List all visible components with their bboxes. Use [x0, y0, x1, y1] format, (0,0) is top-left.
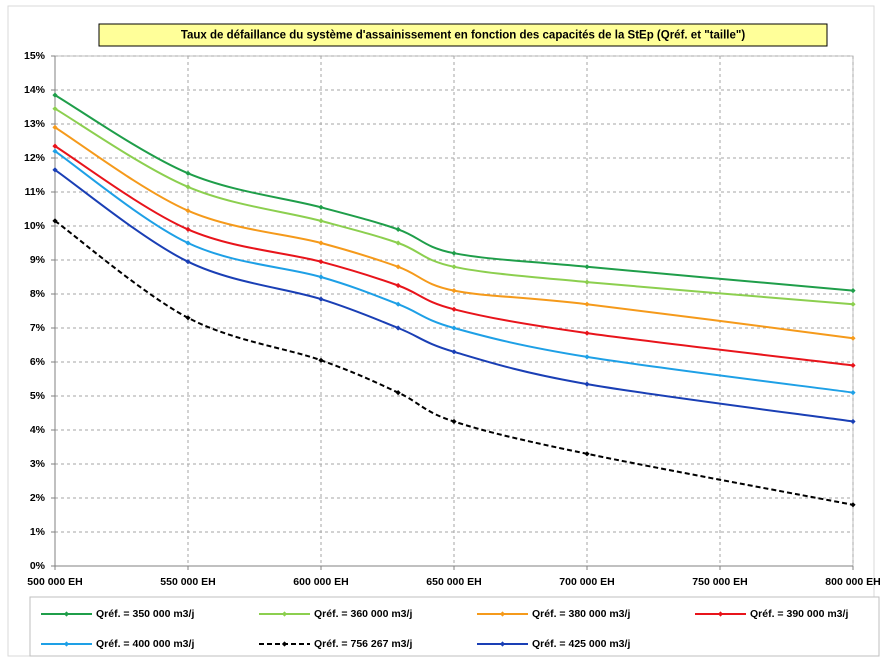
data-point [185, 240, 191, 246]
legend-label: Qréf. = 350 000 m3/j [96, 608, 194, 620]
y-tick-label: 7% [30, 322, 46, 334]
data-point [318, 357, 324, 363]
y-tick-label: 10% [24, 220, 46, 232]
y-tick-label: 1% [30, 526, 46, 538]
data-point [185, 208, 191, 214]
x-tick-label: 550 000 EH [160, 576, 215, 588]
y-tick-label: 15% [24, 50, 46, 62]
data-point [584, 451, 590, 457]
y-tick-label: 6% [30, 356, 46, 368]
y-tick-label: 5% [30, 390, 46, 402]
x-tick-label: 650 000 EH [426, 576, 481, 588]
data-point [185, 259, 191, 265]
data-point [185, 226, 191, 232]
data-point [451, 288, 457, 294]
data-point [52, 148, 58, 154]
legend-marker [63, 641, 70, 647]
data-point [584, 301, 590, 307]
y-tick-label: 3% [30, 458, 46, 470]
y-tick-label: 11% [25, 186, 46, 198]
data-point [318, 218, 324, 224]
data-point [318, 259, 324, 265]
y-tick-label: 8% [30, 288, 46, 300]
data-point [318, 274, 324, 280]
data-point [185, 184, 191, 190]
y-tick-label: 2% [30, 492, 46, 504]
data-point [395, 325, 401, 331]
data-point [584, 354, 590, 360]
x-tick-label: 800 000 EH [825, 576, 880, 588]
data-point [584, 381, 590, 387]
data-point [395, 301, 401, 307]
data-point [850, 335, 856, 341]
legend-marker [281, 611, 288, 617]
legend-label: Qréf. = 380 000 m3/j [532, 608, 630, 620]
legend-marker [281, 641, 288, 647]
data-point [395, 240, 401, 246]
data-point [451, 264, 457, 270]
data-point [395, 282, 401, 289]
y-tick-label: 12% [24, 152, 46, 164]
data-point [850, 288, 856, 294]
data-point [451, 418, 457, 425]
title-box [98, 23, 828, 47]
data-point [850, 502, 856, 508]
data-point [850, 362, 856, 368]
legend-box [29, 596, 880, 657]
data-point [395, 226, 401, 232]
data-point [584, 264, 590, 270]
data-point [451, 325, 457, 331]
data-point [318, 204, 324, 210]
data-point [584, 330, 590, 336]
legend-label: Qréf. = 400 000 m3/j [96, 638, 194, 650]
legend-label: Qréf. = 390 000 m3/j [750, 608, 848, 620]
data-point [318, 240, 324, 246]
data-point [52, 167, 58, 173]
data-point [451, 250, 457, 256]
y-tick-label: 0% [30, 560, 46, 572]
y-tick-label: 4% [30, 424, 46, 436]
data-point [451, 349, 457, 355]
y-tick-label: 13% [24, 118, 46, 130]
data-point [185, 170, 191, 176]
legend-label: Qréf. = 425 000 m3/j [532, 638, 630, 650]
legend-marker [63, 611, 70, 617]
x-tick-label: 600 000 EH [293, 576, 348, 588]
data-point [395, 390, 401, 396]
legend-label: Qréf. = 360 000 m3/j [314, 608, 412, 620]
data-point [850, 390, 856, 396]
data-point [52, 106, 58, 112]
x-tick-label: 750 000 EH [692, 576, 747, 588]
x-tick-label: 700 000 EH [559, 576, 614, 588]
data-point [52, 143, 58, 149]
data-point [850, 301, 856, 307]
data-point [52, 92, 58, 98]
y-tick-label: 9% [30, 254, 46, 266]
chart-title: Taux de défaillance du système d'assaini… [181, 30, 746, 42]
data-point [318, 296, 324, 302]
data-point [395, 264, 401, 270]
data-point [584, 279, 590, 285]
data-point [185, 315, 191, 321]
data-point [451, 306, 457, 312]
legend-label: Qréf. = 756 267 m3/j [314, 638, 412, 650]
legend-marker [499, 611, 506, 617]
data-point [850, 418, 856, 425]
data-point [52, 124, 58, 130]
x-tick-label: 500 000 EH [27, 576, 82, 588]
legend-marker [499, 641, 506, 647]
legend-marker [717, 611, 724, 617]
data-point [52, 218, 58, 224]
y-tick-label: 14% [24, 84, 46, 96]
